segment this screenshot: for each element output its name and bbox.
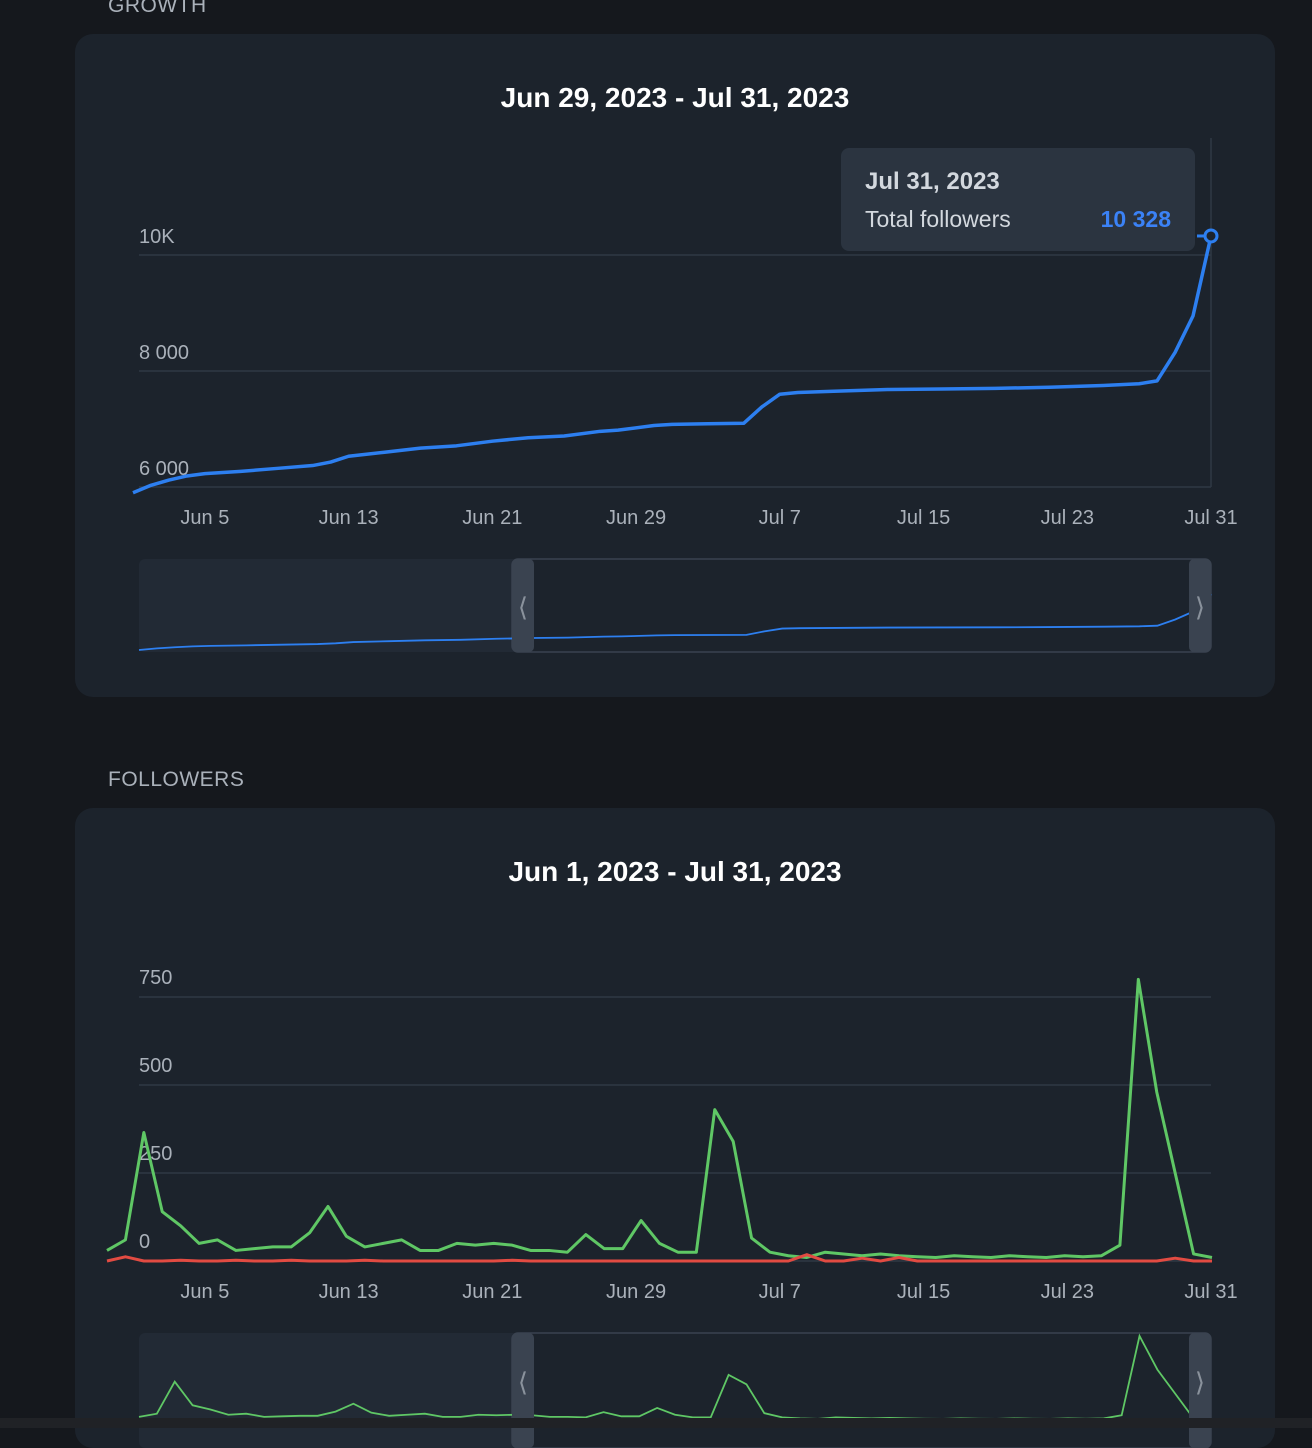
y-tick-label: 750 xyxy=(139,967,172,989)
navigator-window[interactable] xyxy=(511,1332,1212,1448)
tooltip-value: 10 328 xyxy=(1100,206,1171,232)
navigator-series-line xyxy=(138,593,1212,651)
chevron-right-icon: ⟩ xyxy=(1195,1368,1205,1398)
y-tick-label: 500 xyxy=(139,1055,172,1077)
growth-section-label: GROWTH xyxy=(108,0,207,17)
x-tick-label: Jul 23 xyxy=(1041,1281,1094,1303)
x-tick-label: Jun 21 xyxy=(462,507,522,529)
x-tick-label: Jun 5 xyxy=(180,1281,229,1303)
followers-chart-title: Jun 1, 2023 - Jul 31, 2023 xyxy=(508,856,842,887)
total-followers-line xyxy=(132,235,1213,495)
followers-section-label: FOLLOWERS xyxy=(108,768,245,791)
x-tick-label: Jul 15 xyxy=(897,507,950,529)
navigator-window[interactable] xyxy=(511,558,1212,653)
x-tick-label: Jun 29 xyxy=(606,507,666,529)
x-tick-label: Jul 31 xyxy=(1184,507,1237,529)
x-tick-label: Jun 21 xyxy=(462,1281,522,1303)
tooltip-label: Total followers xyxy=(865,206,1011,232)
y-tick-label: 10K xyxy=(139,226,175,248)
navigator-handle-left[interactable] xyxy=(512,559,534,652)
x-tick-label: Jun 5 xyxy=(180,507,229,529)
gained-followers-line xyxy=(106,977,1213,1259)
x-tick-label: Jun 29 xyxy=(606,1281,666,1303)
x-tick-label: Jun 13 xyxy=(319,1281,379,1303)
growth-chart-title: Jun 29, 2023 - Jul 31, 2023 xyxy=(500,82,850,113)
navigator-handle-right[interactable] xyxy=(1189,559,1211,652)
x-tick-label: Jul 15 xyxy=(897,1281,950,1303)
x-tick-label: Jul 7 xyxy=(759,507,801,529)
growth-chart-svg[interactable]: 10K 8 000 6 000 Jun 5 Jun 13 Jun 21 Jun 29 Jul … xyxy=(75,34,1275,697)
growth-tooltip: Jul 31, 2023 Total followers 10 328 xyxy=(841,148,1195,251)
x-tick-label: Jul 23 xyxy=(1041,507,1094,529)
y-tick-label: 250 xyxy=(139,1143,172,1165)
x-tick-label: Jun 13 xyxy=(319,507,379,529)
x-tick-label: Jul 7 xyxy=(759,1281,801,1303)
lost-followers-line xyxy=(106,1253,1212,1263)
y-tick-label: 6 000 xyxy=(139,458,189,480)
tooltip-date: Jul 31, 2023 xyxy=(865,168,1000,195)
chevron-left-icon: ⟨ xyxy=(518,593,528,623)
y-tick-label: 8 000 xyxy=(139,342,189,364)
growth-chart-card: Jun 29, 2023 - Jul 31, 2023 10K 8 000 6 00… xyxy=(75,34,1275,697)
window-bottom-edge xyxy=(0,1418,1312,1428)
followers-chart-card: Jun 1, 2023 - Jul 31, 2023 750 500 250 0 Jun… xyxy=(75,808,1275,1448)
chevron-right-icon: ⟩ xyxy=(1195,593,1205,623)
chevron-left-icon: ⟨ xyxy=(518,1368,528,1398)
x-tick-label: Jul 31 xyxy=(1184,1281,1237,1303)
hover-data-point[interactable] xyxy=(1203,228,1219,244)
y-tick-label: 0 xyxy=(139,1231,150,1253)
